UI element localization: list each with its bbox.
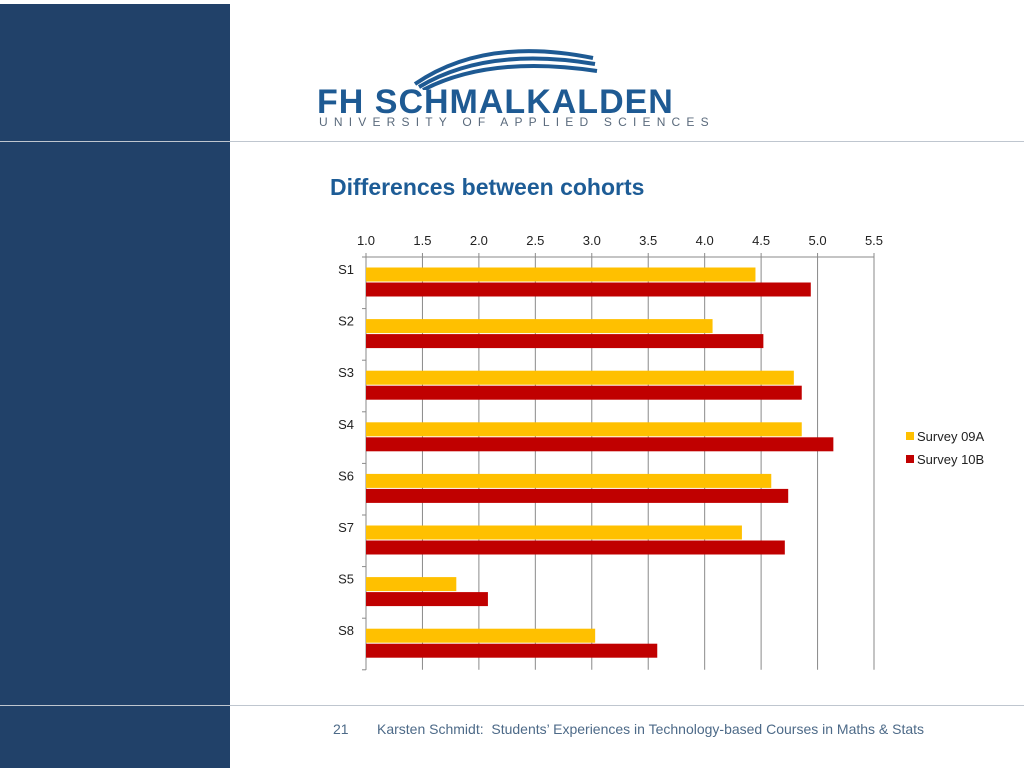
y-tick-label: S8	[338, 623, 354, 638]
bar-survey-09a	[366, 473, 772, 488]
x-tick-label: 5.5	[865, 233, 883, 248]
x-tick-label: 3.0	[583, 233, 601, 248]
x-tick-label: 2.0	[470, 233, 488, 248]
x-tick-label: 5.0	[809, 233, 827, 248]
y-tick-label: S3	[338, 365, 354, 380]
footer-text: Karsten Schmidt: Students’ Experiences i…	[377, 721, 925, 737]
y-tick-label: S7	[338, 520, 354, 535]
bar-chart: 1.0 1.5 2.0 2.5 3.0 3.5 4.0 4.5 5.0 5.5 S1 S2 S3 S4 S6…	[338, 233, 985, 671]
bar-survey-09a	[366, 370, 794, 385]
x-tick-label: 3.5	[639, 233, 657, 248]
legend-swatch	[906, 432, 914, 440]
y-tick-label: S4	[338, 417, 354, 432]
page-number: 21	[333, 721, 349, 737]
x-tick-label: 2.5	[526, 233, 544, 248]
bar-survey-10b	[366, 592, 488, 607]
bar-survey-09a	[366, 628, 596, 643]
y-tick-label: S5	[338, 572, 354, 587]
y-tick-label: S1	[338, 262, 354, 277]
bar-survey-09a	[366, 319, 713, 334]
bar-survey-10b	[366, 334, 764, 349]
legend-swatch	[906, 455, 914, 463]
bar-survey-10b	[366, 385, 802, 400]
bar-survey-10b	[366, 437, 834, 452]
logo-name: FH SCHMALKALDEN	[317, 83, 674, 121]
x-tick-label: 1.5	[413, 233, 431, 248]
university-logo: FH SCHMALKALDEN UNIVERSITY OF APPLIED SC…	[315, 40, 709, 135]
bar-survey-09a	[366, 577, 457, 592]
bar-survey-10b	[366, 643, 658, 658]
x-tick-label: 1.0	[357, 233, 375, 248]
bar-survey-10b	[366, 488, 789, 503]
bar-survey-09a	[366, 422, 802, 437]
header-divider	[0, 141, 1024, 142]
y-tick-label: S6	[338, 468, 354, 483]
bar-survey-09a	[366, 267, 756, 282]
footer-divider	[0, 705, 1024, 706]
sidebar-band	[0, 4, 230, 768]
bar-survey-09a	[366, 525, 742, 540]
y-tick-label: S2	[338, 314, 354, 329]
legend-label: Survey 09A	[917, 429, 985, 444]
x-tick-label: 4.0	[696, 233, 714, 248]
bar-survey-10b	[366, 540, 785, 555]
x-tick-label: 4.5	[752, 233, 770, 248]
logo-arcs-icon	[413, 49, 598, 90]
bar-survey-10b	[366, 282, 811, 297]
slide-title: Differences between cohorts	[330, 174, 645, 200]
legend-label: Survey 10B	[917, 452, 984, 467]
logo-subtitle: UNIVERSITY OF APPLIED SCIENCES	[319, 115, 715, 129]
